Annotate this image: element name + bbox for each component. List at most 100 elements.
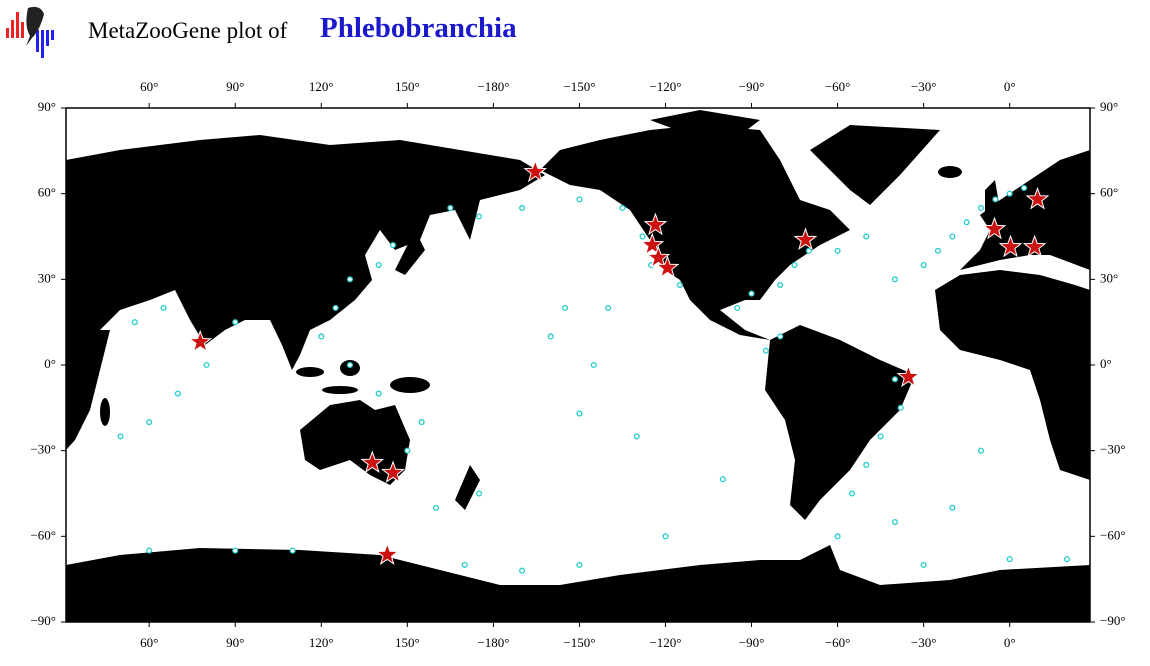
x-tick-label: −90° — [739, 79, 765, 94]
sample-site — [375, 390, 382, 397]
x-tick-label: 90° — [226, 635, 244, 650]
y-tick-label: 30° — [38, 270, 56, 285]
species-record — [375, 542, 400, 566]
sample-site — [891, 376, 899, 383]
sample-site — [863, 461, 870, 468]
x-tick-label: −60° — [825, 79, 851, 94]
x-tick-label: 150° — [395, 79, 420, 94]
sample-site — [232, 319, 239, 326]
sample-site — [375, 262, 382, 269]
sample-site — [977, 447, 985, 454]
sample-site — [676, 281, 683, 289]
x-tick-label: −180° — [477, 79, 509, 94]
land — [66, 110, 1090, 622]
sample-site — [748, 290, 755, 297]
sample-site — [418, 419, 425, 426]
sample-site — [734, 304, 741, 311]
y-tick-label: −30° — [30, 442, 56, 457]
sample-site — [332, 304, 339, 311]
species-record — [381, 460, 405, 483]
sample-site — [777, 281, 784, 289]
y-tick-label: −60° — [1100, 527, 1126, 542]
sample-site — [834, 533, 841, 540]
species-record — [998, 234, 1023, 258]
logo — [6, 6, 54, 58]
sample-site — [432, 504, 440, 511]
y-tick-label: 60° — [38, 185, 56, 200]
sample-site — [404, 447, 411, 454]
sample-site — [547, 333, 554, 340]
sample-site — [562, 304, 569, 311]
sample-site — [605, 304, 612, 311]
sample-site — [619, 204, 626, 211]
sample-site — [848, 490, 855, 497]
species-record — [896, 364, 921, 388]
y-tick-label: 60° — [1100, 185, 1118, 200]
x-tick-label: 0° — [1004, 79, 1016, 94]
sample-site — [318, 333, 325, 340]
sample-site — [891, 276, 899, 283]
x-tick-label: −120° — [649, 79, 681, 94]
sample-site — [662, 533, 669, 540]
x-tick-label: −120° — [649, 635, 681, 650]
sample-site — [877, 433, 884, 440]
species-record — [640, 232, 665, 256]
sample-site — [346, 361, 354, 369]
sample-site — [475, 213, 483, 220]
species-record — [655, 255, 680, 278]
species-record — [793, 227, 818, 251]
sample-site — [174, 390, 181, 397]
x-tick-label: 90° — [226, 79, 244, 94]
species-record — [1022, 234, 1047, 258]
sample-site — [633, 433, 640, 440]
x-tick-label: 0° — [1004, 635, 1016, 650]
sample-site — [897, 404, 904, 411]
sample-site — [762, 347, 769, 354]
y-tick-label: −90° — [1100, 613, 1126, 628]
y-tick-label: −60° — [30, 527, 56, 542]
sample-site — [131, 319, 138, 326]
sample-site — [891, 519, 899, 526]
sample-site — [920, 262, 927, 269]
sample-site — [346, 276, 354, 283]
sample-site — [146, 419, 153, 426]
sample-site — [519, 204, 526, 211]
sample-site — [203, 361, 210, 369]
x-tick-label: −150° — [563, 635, 595, 650]
sample-site — [639, 233, 646, 240]
sample-site — [963, 219, 970, 226]
x-tick-label: 60° — [140, 635, 158, 650]
sample-site — [519, 567, 526, 574]
species-record — [188, 329, 213, 353]
sample-site — [160, 304, 167, 311]
y-tick-label: 0° — [44, 356, 56, 371]
sample-site — [934, 247, 942, 254]
sample-site — [1006, 190, 1013, 197]
y-tick-label: 30° — [1100, 270, 1118, 285]
species-record — [982, 216, 1007, 240]
y-tick-label: −30° — [1100, 442, 1126, 457]
x-tick-label: −150° — [563, 79, 595, 94]
sample-site — [1020, 184, 1028, 192]
x-tick-label: 120° — [309, 79, 334, 94]
x-tick-label: −90° — [739, 635, 765, 650]
sample-site — [949, 504, 956, 511]
x-tick-label: −180° — [477, 635, 509, 650]
sample-site — [461, 561, 468, 568]
sample-site — [146, 547, 153, 554]
species-record — [643, 212, 668, 236]
sample-site — [289, 547, 296, 554]
species-record — [646, 245, 671, 268]
sample-site — [977, 204, 985, 211]
x-tick-label: 120° — [309, 635, 334, 650]
sample-site — [117, 433, 124, 440]
y-tick-label: 90° — [38, 99, 56, 114]
sample-site — [1006, 556, 1013, 563]
sample-site — [949, 233, 956, 240]
sample-site — [576, 410, 583, 417]
species-record — [1025, 186, 1050, 210]
species-record — [360, 450, 385, 474]
sample-site — [389, 242, 397, 249]
title: MetaZooGene plot of — [88, 18, 288, 43]
